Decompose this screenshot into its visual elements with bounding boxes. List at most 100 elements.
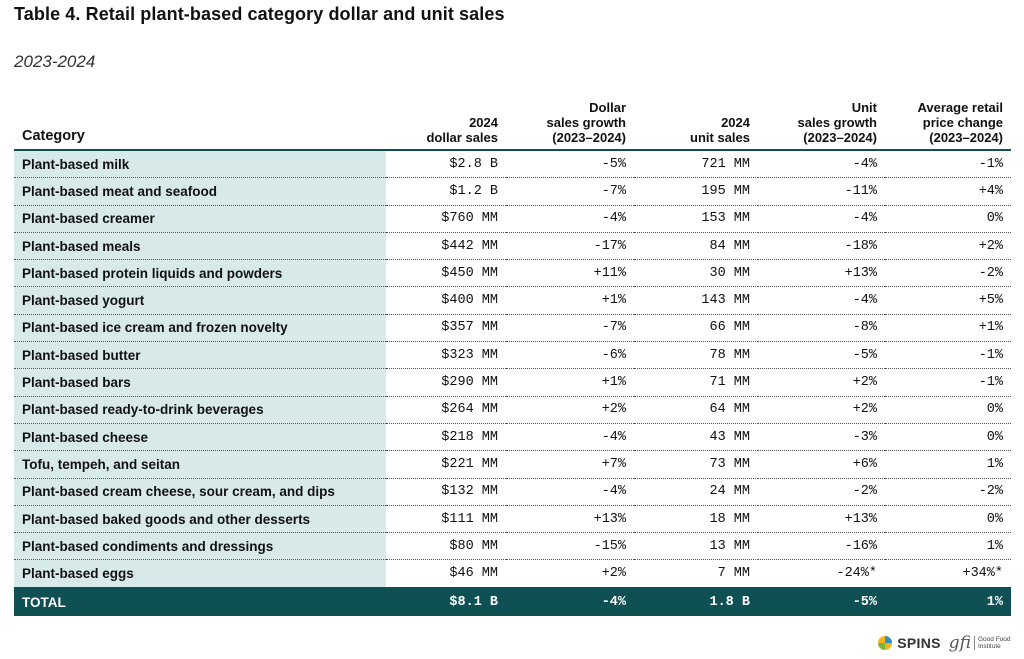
spins-icon [878, 636, 893, 650]
cell-price-change: -2% [978, 265, 1003, 281]
cell-dollar-growth: -7% [601, 320, 626, 336]
table-row: Plant-based meat and seafood $1.2 B -7% 195… [14, 177, 1011, 206]
cell-unit-sales: 143 MM [701, 293, 750, 309]
cell-unit-sales: 153 MM [701, 211, 750, 227]
cell-dollar-growth: +13% [593, 511, 626, 527]
header-dollar-growth: Dollar sales growth (2023–2024) [506, 98, 634, 150]
cell-dollar-growth: -4% [601, 484, 626, 500]
header-line: Dollar [589, 100, 626, 115]
cell-price-change: +34%* [962, 566, 1003, 582]
cell-category: Plant-based condiments and dressings [14, 532, 386, 560]
cell-unit-growth: -5% [852, 347, 877, 363]
cell-price-change: -1% [978, 156, 1003, 172]
cell-dollar-growth: -4% [601, 211, 626, 227]
cell-dollar-growth: +2% [601, 566, 626, 582]
cell-price-change: 1% [986, 456, 1003, 472]
cell-unit-sales: 64 MM [709, 402, 750, 418]
cell-category: Plant-based protein liquids and powders [14, 259, 386, 287]
cell-unit-growth: -8% [852, 320, 877, 336]
header-line: dollar sales [426, 130, 498, 145]
cell-dollar-sales: $2.8 B [449, 156, 498, 172]
cell-dollar-sales: $132 MM [441, 484, 498, 500]
table-row: Plant-based creamer $760 MM -4% 153 MM -4% 0% [14, 205, 1011, 233]
cell-unit-sales: 73 MM [709, 456, 750, 472]
table-row: Plant-based ready-to-drink beverages $264… [14, 396, 1011, 424]
cell-category: Plant-based meat and seafood [14, 177, 386, 206]
header-line: (2023–2024) [552, 130, 626, 145]
cell-category: Plant-based ready-to-drink beverages [14, 396, 386, 424]
cell-dollar-sales: $760 MM [441, 211, 498, 227]
cell-dollar-sales: $264 MM [441, 402, 498, 418]
table-row: Plant-based cream cheese, sour cream, an… [14, 478, 1011, 506]
table-title: Table 4. Retail plant-based category dol… [14, 4, 505, 24]
cell-unit-sales: 24 MM [709, 484, 750, 500]
header-line: (2023–2024) [803, 130, 877, 145]
cell-unit-sales: 43 MM [709, 429, 750, 445]
cell-price-change: +1% [978, 320, 1003, 336]
cell-dollar-growth: +7% [601, 456, 626, 472]
header-unit-sales: 2024 unit sales [634, 98, 758, 150]
header-category: Category [22, 128, 85, 144]
total-row: TOTAL $8.1 B -4% 1.8 B -5% 1% [14, 587, 1011, 616]
cell-price-change: +5% [978, 293, 1003, 309]
cell-dollar-sales: $442 MM [441, 238, 498, 254]
cell-unit-growth: +2% [852, 402, 877, 418]
header-row: Category 2024 dollar sales Dollar sales … [14, 98, 1011, 150]
header-line: sales growth [546, 115, 626, 130]
cell-category: Plant-based milk [14, 150, 386, 178]
table-row: Plant-based meals $442 MM -17% 84 MM -18% +2% [14, 232, 1011, 260]
header-price-change: Average retail price change (2023–2024) [885, 98, 1011, 150]
cell-unit-sales: 71 MM [709, 375, 750, 391]
cell-dollar-sales: $111 MM [441, 511, 498, 527]
gfi-logo: gfi Good Food Institute [949, 633, 1012, 653]
cell-price-change: 0% [986, 511, 1003, 527]
cell-category: Plant-based yogurt [14, 286, 386, 315]
spins-logo: SPINS [877, 635, 941, 651]
cell-dollar-growth: +2% [601, 402, 626, 418]
cell-unit-sales: 721 MM [701, 156, 750, 172]
logos: SPINS gfi Good Food Institute [877, 633, 1012, 653]
gfi-text: Good Food Institute [974, 636, 1012, 650]
table-row: Plant-based cheese $218 MM -4% 43 MM -3% 0% [14, 423, 1011, 451]
table-subtitle: 2023-2024 [14, 52, 96, 71]
spins-text: SPINS [897, 635, 941, 651]
cell-dollar-sales: $290 MM [441, 375, 498, 391]
cell-dollar-growth: -6% [601, 347, 626, 363]
cell-price-change: 0% [986, 211, 1003, 227]
total-label: TOTAL [14, 587, 386, 616]
cell-category: Plant-based butter [14, 341, 386, 369]
cell-unit-growth: -4% [852, 211, 877, 227]
cell-unit-growth: -18% [844, 238, 877, 254]
cell-unit-growth: -2% [852, 484, 877, 500]
cell-unit-sales: 66 MM [709, 320, 750, 336]
cell-price-change: -2% [978, 484, 1003, 500]
gfi-mark: gfi [948, 633, 971, 653]
cell-dollar-sales: $80 MM [449, 538, 498, 554]
cell-dollar-sales: $357 MM [441, 320, 498, 336]
cell-unit-sales: 13 MM [709, 538, 750, 554]
header-line: Unit [851, 100, 877, 115]
cell-dollar-growth: -4% [601, 429, 626, 445]
cell-category: Plant-based cheese [14, 423, 386, 451]
total-dollar-growth: -4% [506, 587, 634, 616]
table-row: Plant-based bars $290 MM +1% 71 MM +2% -1% [14, 368, 1011, 397]
cell-dollar-growth: +1% [601, 293, 626, 309]
cell-price-change: -1% [978, 375, 1003, 391]
cell-dollar-sales: $323 MM [441, 347, 498, 363]
cell-price-change: +4% [978, 183, 1003, 199]
table-row: Plant-based protein liquids and powders $… [14, 259, 1011, 287]
cell-unit-sales: 30 MM [709, 265, 750, 281]
cell-unit-growth: +6% [852, 456, 877, 472]
cell-category: Plant-based creamer [14, 205, 386, 233]
cell-unit-growth: +13% [844, 511, 877, 527]
header-line: Average retail [917, 100, 1003, 115]
cell-unit-sales: 7 MM [717, 566, 750, 582]
cell-price-change: +2% [978, 238, 1003, 254]
cell-dollar-growth: +1% [601, 375, 626, 391]
cell-dollar-sales: $1.2 B [449, 183, 498, 199]
cell-category: Tofu, tempeh, and seitan [14, 450, 386, 479]
cell-dollar-growth: -5% [601, 156, 626, 172]
header-line: sales growth [797, 115, 877, 130]
header-line: 2024 [469, 115, 498, 130]
cell-category: Plant-based cream cheese, sour cream, an… [14, 478, 386, 506]
